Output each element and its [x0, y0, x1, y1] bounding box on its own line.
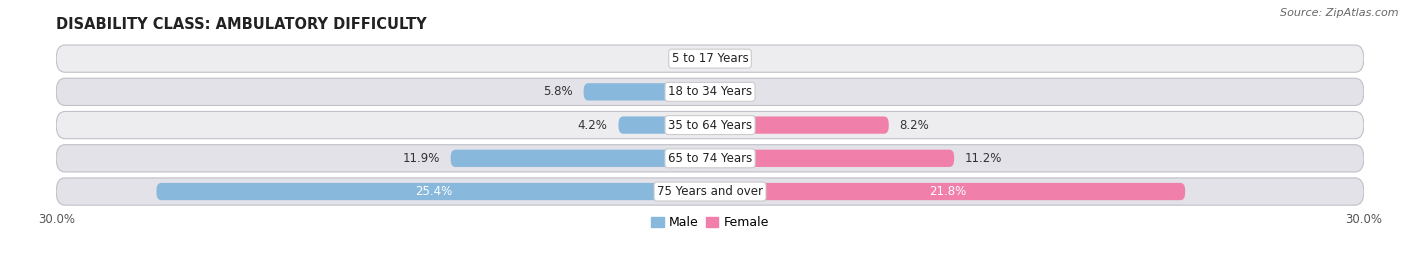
- Text: 18 to 34 Years: 18 to 34 Years: [668, 85, 752, 98]
- Legend: Male, Female: Male, Female: [647, 211, 773, 234]
- FancyBboxPatch shape: [710, 150, 955, 167]
- FancyBboxPatch shape: [710, 183, 1185, 200]
- FancyBboxPatch shape: [56, 111, 1364, 139]
- Text: 25.4%: 25.4%: [415, 185, 451, 198]
- FancyBboxPatch shape: [710, 116, 889, 134]
- FancyBboxPatch shape: [619, 116, 710, 134]
- Text: 4.2%: 4.2%: [578, 119, 607, 132]
- Text: 0.0%: 0.0%: [669, 52, 699, 65]
- FancyBboxPatch shape: [583, 83, 710, 101]
- FancyBboxPatch shape: [56, 145, 1364, 172]
- Text: 11.9%: 11.9%: [402, 152, 440, 165]
- Text: 11.2%: 11.2%: [965, 152, 1002, 165]
- Text: DISABILITY CLASS: AMBULATORY DIFFICULTY: DISABILITY CLASS: AMBULATORY DIFFICULTY: [56, 17, 427, 32]
- FancyBboxPatch shape: [56, 78, 1364, 105]
- Text: 8.2%: 8.2%: [900, 119, 929, 132]
- Text: 65 to 74 Years: 65 to 74 Years: [668, 152, 752, 165]
- FancyBboxPatch shape: [156, 183, 710, 200]
- FancyBboxPatch shape: [56, 45, 1364, 72]
- Text: 21.8%: 21.8%: [929, 185, 966, 198]
- Text: 0.0%: 0.0%: [721, 85, 751, 98]
- Text: 5.8%: 5.8%: [543, 85, 572, 98]
- Text: Source: ZipAtlas.com: Source: ZipAtlas.com: [1281, 8, 1399, 18]
- Text: 35 to 64 Years: 35 to 64 Years: [668, 119, 752, 132]
- Text: 0.0%: 0.0%: [721, 52, 751, 65]
- Text: 5 to 17 Years: 5 to 17 Years: [672, 52, 748, 65]
- Text: 75 Years and over: 75 Years and over: [657, 185, 763, 198]
- FancyBboxPatch shape: [56, 178, 1364, 205]
- FancyBboxPatch shape: [451, 150, 710, 167]
